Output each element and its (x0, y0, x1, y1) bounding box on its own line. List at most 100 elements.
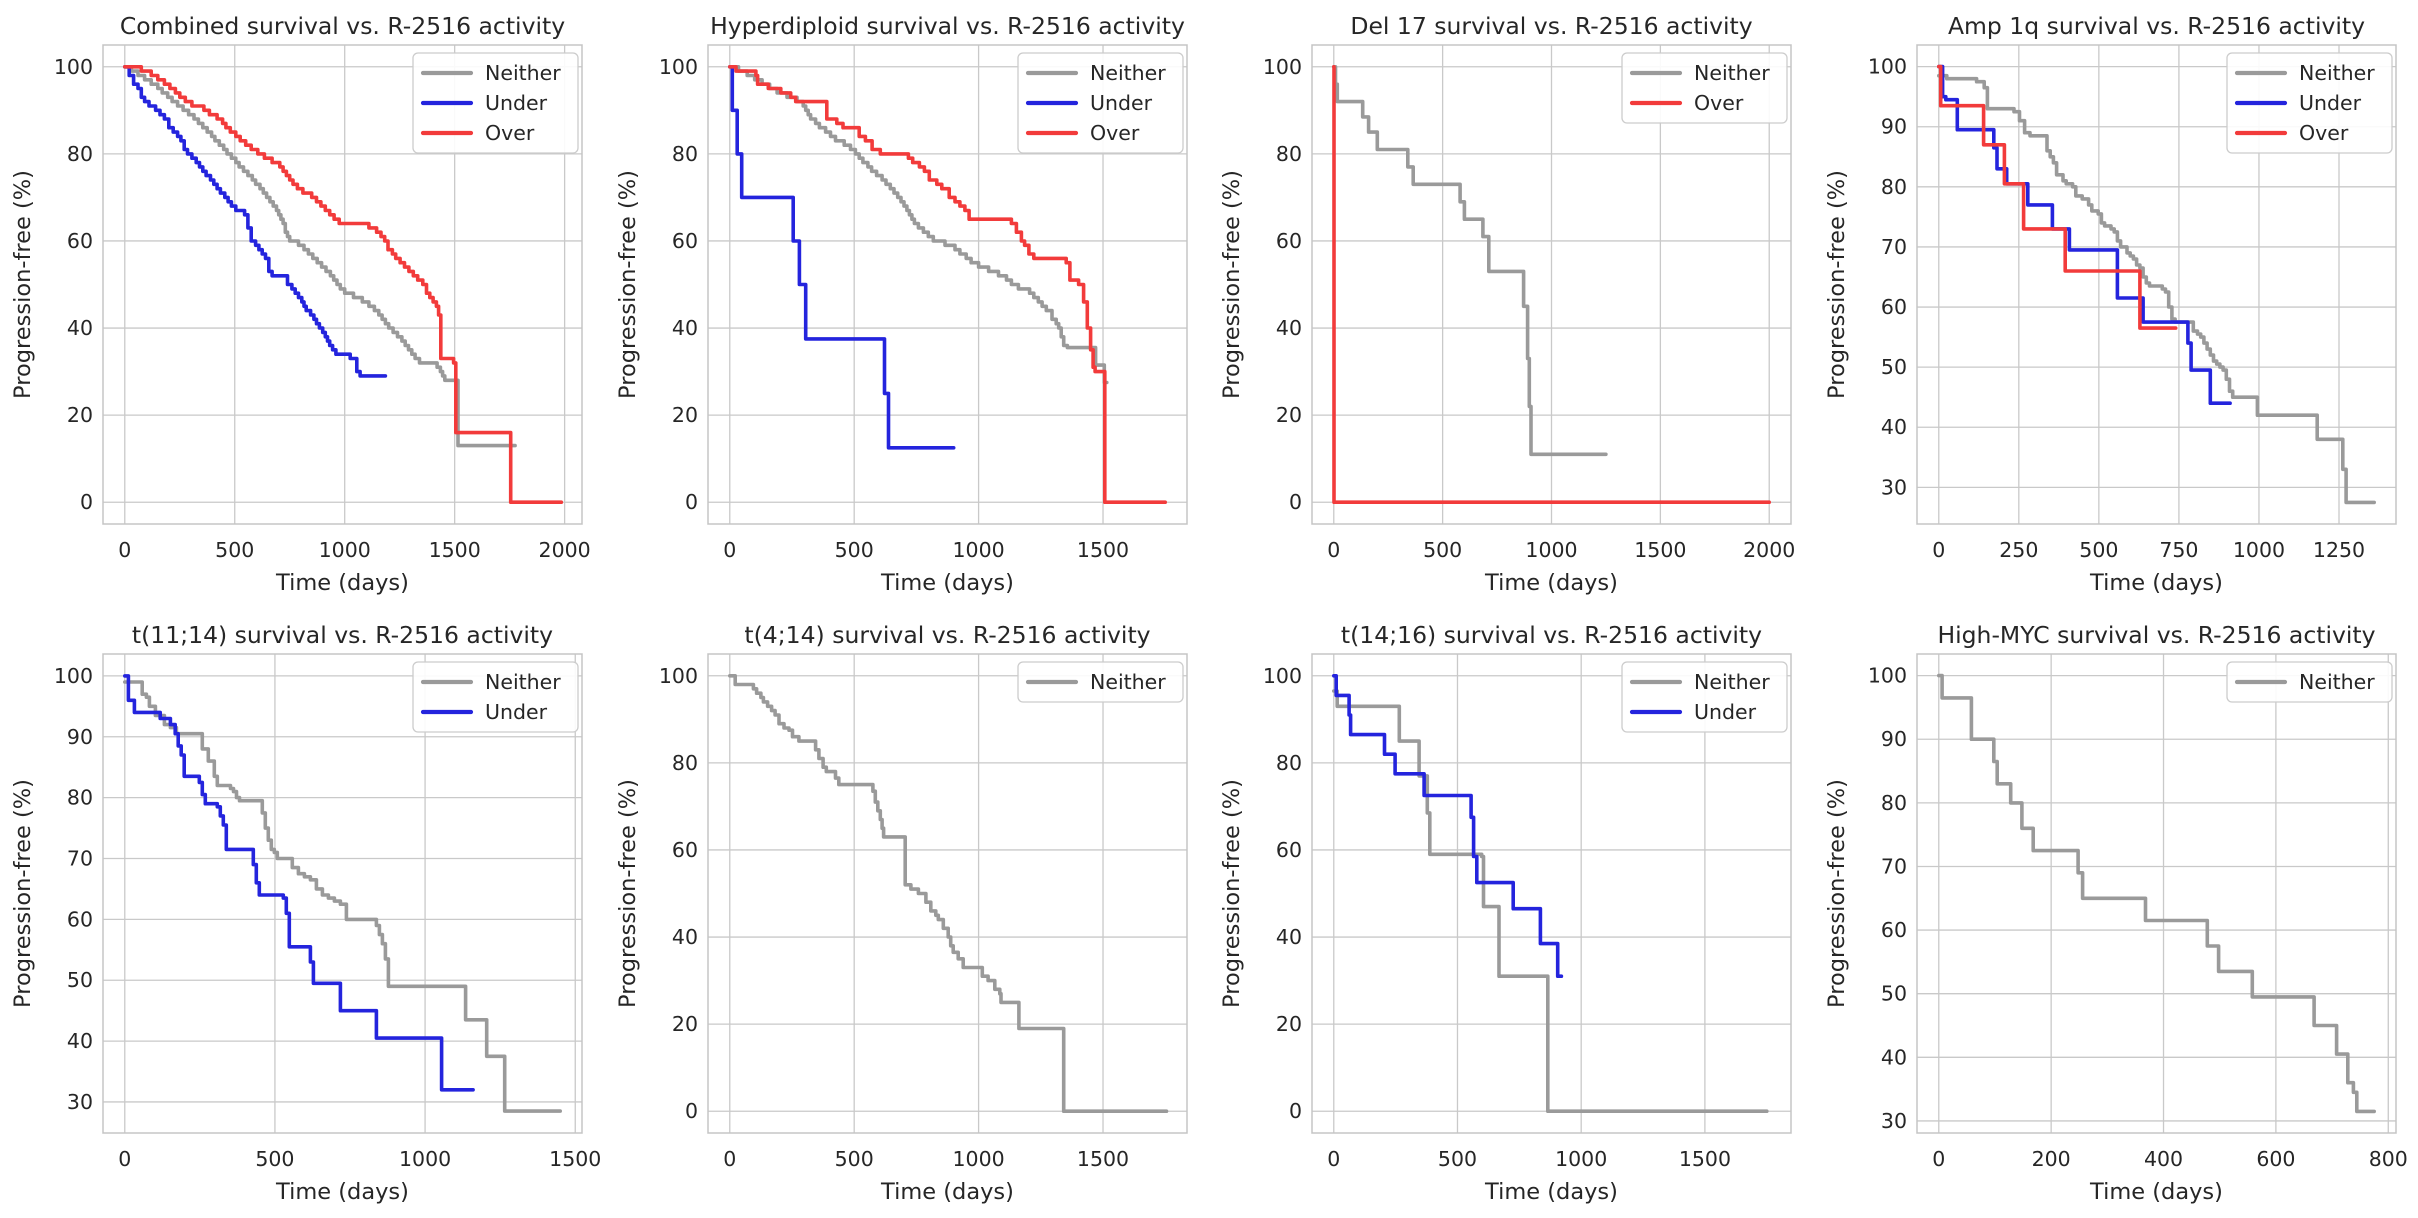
km-curve-over (123, 65, 564, 504)
legend-box (412, 661, 579, 733)
svg-text:0: 0 (723, 1147, 736, 1171)
y-tick-labels: 0 20 40 60 80 100 (1263, 664, 1302, 1123)
legend-label-under: Under (1090, 91, 1153, 115)
legend-label-neither: Neither (485, 670, 561, 694)
gridlines (1312, 654, 1791, 1133)
svg-text:1500: 1500 (1076, 538, 1128, 562)
km-curve-neither (727, 674, 1168, 1113)
svg-text:60: 60 (671, 229, 697, 253)
svg-text:0: 0 (1327, 1147, 1340, 1171)
svg-text:500: 500 (2079, 538, 2118, 562)
svg-text:1500: 1500 (1679, 1147, 1731, 1171)
svg-text:1250: 1250 (2312, 538, 2364, 562)
svg-text:0: 0 (1289, 490, 1302, 514)
chart-t414: t(4;14) survival vs. R-2516 activity 0 500… (615, 621, 1188, 1205)
svg-text:30: 30 (67, 1090, 93, 1114)
km-curve-under (1936, 64, 2232, 405)
axes-frame (1915, 44, 2397, 525)
x-tick-labels: 0 500 1000 1500 (723, 1147, 1129, 1171)
chart-t1416: t(14;16) survival vs. R-2516 activity 0 50… (1219, 621, 1792, 1205)
curves (123, 65, 564, 504)
svg-text:500: 500 (255, 1147, 294, 1171)
x-tick-labels: 0 500 1000 1500 (118, 1147, 601, 1171)
svg-text:1000: 1000 (399, 1147, 451, 1171)
curves (727, 65, 1167, 504)
y-tick-labels: 0 20 40 60 80 100 (658, 664, 697, 1123)
plot-area (707, 654, 1187, 1133)
subplot-del17: Del 17 survival vs. R-2516 activity 0 500 1… (1209, 0, 1814, 609)
legend: Neither (2225, 661, 2393, 703)
plot-area (1312, 654, 1791, 1133)
curves (1332, 674, 1769, 1113)
legend: Neither Under Over (1016, 52, 1184, 154)
svg-text:90: 90 (1880, 115, 1906, 139)
legend-label-over: Over (1090, 121, 1140, 145)
y-tick-labels: 30 40 50 60 70 80 90 100 (1867, 664, 1906, 1133)
km-curve-neither (727, 65, 1109, 385)
axes-frame (1311, 44, 1792, 525)
chart-del17: Del 17 survival vs. R-2516 activity 0 500 1… (1219, 12, 1795, 596)
svg-text:1500: 1500 (1634, 538, 1686, 562)
svg-text:40: 40 (67, 1029, 93, 1053)
svg-text:1500: 1500 (549, 1147, 601, 1171)
svg-text:90: 90 (67, 725, 93, 749)
svg-text:500: 500 (215, 538, 254, 562)
plot-area (1916, 654, 2396, 1133)
km-curve-under (123, 674, 475, 1092)
svg-text:80: 80 (1276, 751, 1302, 775)
x-tick-labels: 0 200 400 600 800 (1932, 1147, 2408, 1171)
chart-combined: Combined survival vs. R-2516 activity 0 50… (10, 12, 591, 596)
svg-text:1000: 1000 (952, 1147, 1004, 1171)
x-axis-label: Time (days) (275, 570, 409, 596)
legend: Neither Under Over (412, 52, 579, 154)
y-tick-labels: 30 40 50 60 70 80 90 100 (54, 664, 93, 1114)
km-curve-over (1936, 64, 2177, 330)
legend-label-under: Under (2299, 91, 2362, 115)
y-axis-label: Progression-free (%) (1219, 170, 1245, 399)
y-tick-labels: 0 20 40 60 80 100 (54, 55, 93, 514)
km-curve-neither (1332, 689, 1769, 1113)
svg-text:2000: 2000 (1743, 538, 1795, 562)
svg-text:40: 40 (1276, 316, 1302, 340)
svg-text:1000: 1000 (1555, 1147, 1607, 1171)
legend: Neither Under Over (2225, 52, 2393, 154)
km-curve-over (1332, 65, 1771, 504)
svg-text:60: 60 (1276, 229, 1302, 253)
km-curve-neither (1332, 65, 1608, 457)
svg-text:20: 20 (1276, 403, 1302, 427)
x-tick-labels: 0 500 1000 1500 2000 (118, 538, 590, 562)
svg-text:20: 20 (671, 1012, 697, 1036)
chart-amp1q: Amp 1q survival vs. R-2516 activity 0 250 5… (1824, 12, 2397, 596)
svg-text:60: 60 (67, 907, 93, 931)
axes-frame (706, 653, 1188, 1134)
chart-title: Del 17 survival vs. R-2516 activity (1350, 12, 1752, 40)
y-tick-labels: 0 20 40 60 80 100 (658, 55, 697, 514)
subplot-amp1q: Amp 1q survival vs. R-2516 activity 0 250 5… (1814, 0, 2418, 609)
svg-text:20: 20 (1276, 1012, 1302, 1036)
legend-box (1621, 52, 1788, 124)
legend: Neither (1016, 661, 1184, 703)
legend-box (412, 52, 579, 154)
gridlines (707, 654, 1187, 1133)
svg-text:20: 20 (671, 403, 697, 427)
svg-text:100: 100 (1263, 55, 1302, 79)
svg-text:500: 500 (834, 538, 873, 562)
svg-text:600: 600 (2256, 1147, 2295, 1171)
legend-label-under: Under (485, 91, 548, 115)
svg-text:100: 100 (54, 664, 93, 688)
svg-text:0: 0 (684, 1099, 697, 1123)
legend-label-under: Under (485, 700, 548, 724)
y-tick-labels: 30 40 50 60 70 80 90 100 (1867, 55, 1906, 500)
svg-text:60: 60 (1276, 838, 1302, 862)
legend-box (1621, 661, 1788, 733)
svg-text:100: 100 (1867, 664, 1906, 688)
svg-text:0: 0 (118, 538, 131, 562)
svg-text:60: 60 (671, 838, 697, 862)
y-tick-labels: 0 20 40 60 80 100 (1263, 55, 1302, 514)
chart-hyperdiploid: Hyperdiploid survival vs. R-2516 activit… (615, 12, 1188, 596)
legend: Neither Under (1621, 661, 1788, 733)
chart-highmyc: High-MYC survival vs. R-2516 activity 0 20… (1824, 621, 2408, 1205)
svg-text:0: 0 (1932, 538, 1945, 562)
y-axis-label: Progression-free (%) (1824, 779, 1850, 1008)
